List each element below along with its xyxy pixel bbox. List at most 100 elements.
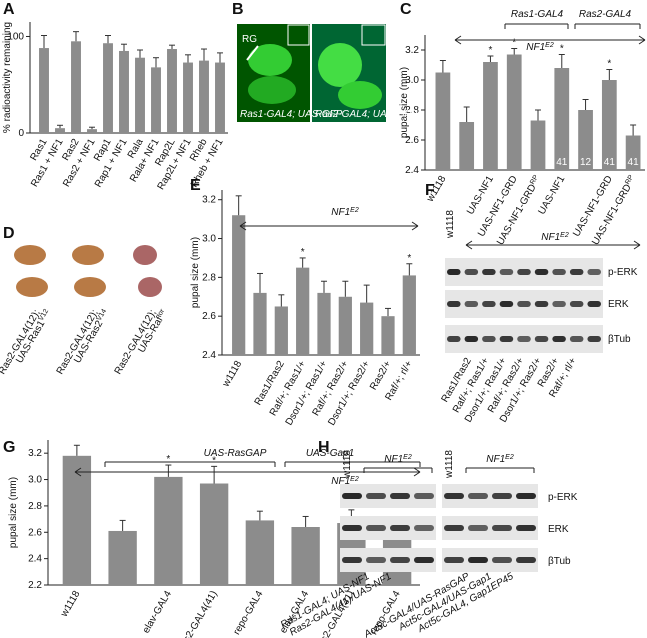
band — [447, 269, 461, 275]
annotation-main: UAS-Gap1 — [306, 448, 354, 459]
arrow-head — [465, 244, 473, 250]
band-label: ERK — [608, 299, 629, 310]
band — [342, 525, 362, 531]
bar — [183, 62, 193, 133]
count-label: 12 — [580, 157, 592, 168]
y-tick-label: 2.8 — [405, 105, 419, 116]
band-label: βTub — [548, 556, 571, 567]
band — [587, 336, 601, 342]
bar — [215, 62, 225, 133]
inset — [287, 24, 310, 46]
band — [414, 493, 434, 499]
brain — [318, 43, 362, 87]
significance-star: * — [512, 38, 516, 49]
y-tick-label: 2.4 — [202, 350, 216, 361]
arrow-head — [413, 471, 421, 477]
bar — [402, 275, 416, 355]
bar — [167, 49, 177, 133]
x-tick-sup: RP — [624, 173, 635, 185]
lane-label: w1118 — [342, 450, 353, 479]
bracket-label-sup: E2 — [505, 454, 514, 461]
y-tick-label: 2.6 — [202, 311, 216, 322]
band — [492, 525, 512, 531]
band — [534, 301, 549, 307]
y-tick-label: 3.2 — [202, 195, 216, 206]
bar — [55, 128, 65, 133]
band — [587, 301, 601, 307]
annotation-main: UAS-RasGAP — [204, 448, 267, 459]
bracket-label-sup: E2 — [403, 454, 412, 461]
band — [552, 336, 566, 342]
y-tick-label: 3.0 — [405, 75, 419, 86]
band — [390, 493, 410, 499]
annotation-main: Ras2-GAL4 — [579, 9, 632, 20]
band — [517, 269, 531, 275]
y-axis-label: pupal size (mm) — [190, 237, 201, 308]
band — [482, 301, 496, 307]
fly-photos — [14, 245, 162, 297]
band — [366, 557, 386, 563]
band-label: p-ERK — [548, 492, 578, 503]
band — [516, 525, 536, 531]
band — [482, 336, 496, 342]
band — [366, 493, 386, 499]
caption-sup: tor — [156, 307, 166, 318]
y-tick-label: 3.2 — [28, 448, 42, 459]
bracket-label-main: NF1 — [486, 454, 505, 465]
x-tick-main: repo-GAL4 — [231, 589, 265, 637]
bar — [530, 120, 546, 170]
bar — [459, 122, 475, 170]
y-tick-label: 2.8 — [28, 501, 42, 512]
caption-sup: V14 — [95, 308, 107, 322]
bar — [232, 215, 246, 355]
band — [390, 557, 410, 563]
band — [499, 336, 514, 342]
arrow-head — [633, 244, 641, 250]
band — [414, 525, 434, 531]
panel-letter: D — [3, 225, 15, 242]
bar — [506, 54, 522, 170]
annotation: NF1E2 — [526, 42, 554, 54]
x-tick-main: w1118 — [220, 359, 244, 390]
x-tick-main: Ras2-GAL4(41) — [175, 589, 220, 638]
annotation: Ras2-GAL4 — [579, 9, 632, 20]
significance-star: * — [166, 454, 170, 465]
annotation-main: NF1 — [331, 207, 350, 218]
x-tick-label: w1118 — [58, 589, 82, 620]
y-tick-label: 2.4 — [28, 554, 42, 565]
panel-letter: B — [232, 1, 244, 18]
band — [569, 301, 584, 307]
bar — [39, 48, 49, 134]
band-label: ERK — [548, 524, 569, 535]
bracket-label: NF1E2 — [486, 454, 514, 466]
band — [482, 269, 496, 275]
bar — [62, 455, 92, 585]
band — [366, 525, 386, 531]
bar — [119, 50, 129, 133]
inset — [361, 24, 386, 46]
arrow-head — [633, 240, 641, 246]
bar — [317, 292, 331, 355]
band — [414, 557, 434, 563]
y-axis-label: % radioactivity remaining — [2, 22, 13, 133]
band — [444, 557, 464, 563]
significance-star: * — [212, 455, 216, 466]
arrow-head — [239, 225, 247, 231]
y-tick-label: 2.6 — [405, 135, 419, 146]
annotation: Ras1-GAL4 — [511, 9, 564, 20]
band — [464, 336, 479, 342]
band — [444, 493, 464, 499]
x-tick-label: w1118 — [220, 359, 244, 390]
x-tick-main: UAS-NF1 — [536, 174, 567, 217]
band — [444, 525, 464, 531]
panel-letter: G — [3, 439, 15, 456]
band — [468, 493, 488, 499]
bar — [625, 135, 641, 170]
bar — [296, 267, 310, 355]
arrow-head — [411, 225, 419, 231]
band — [499, 269, 514, 275]
arrow-head — [413, 467, 421, 473]
significance-star: * — [301, 247, 305, 258]
bar — [601, 80, 617, 170]
photo-caption: Ras1-GAL4; UAS-GFP — [240, 109, 343, 120]
